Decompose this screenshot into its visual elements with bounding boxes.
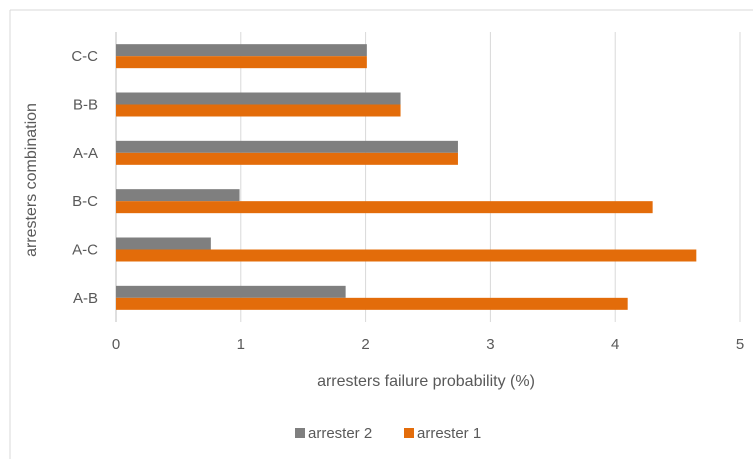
bar-arrester-1	[116, 201, 653, 214]
legend-label: arrester 1	[417, 425, 481, 442]
bar-arrester-2	[116, 44, 367, 57]
y-tick-label: B-B	[73, 97, 98, 114]
legend-swatch	[295, 428, 305, 438]
x-tick-label: 3	[486, 336, 494, 353]
y-tick-label: A-B	[73, 290, 98, 307]
bar-arrester-2	[116, 285, 346, 298]
y-tick-label: A-C	[72, 242, 98, 259]
tick-labels: 0 1 2 3 4 5 A-B A-C B-C A-A B-B C-C	[71, 48, 744, 353]
legend-swatch	[404, 428, 414, 438]
y-tick-label: B-C	[72, 193, 98, 210]
bar-arrester-2	[116, 140, 458, 153]
x-tick-label: 0	[112, 336, 120, 353]
y-tick-label: C-C	[71, 48, 98, 65]
bar-arrester-1	[116, 56, 367, 69]
bar-arrester-1	[116, 152, 458, 165]
legend: arrester 2 arrester 1	[295, 425, 481, 442]
y-axis-title: arresters combination	[23, 103, 40, 257]
y-tick-label: A-A	[73, 145, 98, 162]
x-tick-label: 5	[736, 336, 744, 353]
bar-arrester-1	[116, 297, 628, 310]
bar-arrester-2	[116, 189, 240, 202]
bar-arrester-2	[116, 92, 401, 105]
x-tick-label: 1	[237, 336, 245, 353]
gridlines	[115, 32, 741, 322]
x-axis-title: arresters failure probability (%)	[317, 373, 535, 390]
legend-label: arrester 2	[308, 425, 372, 442]
bars	[116, 44, 697, 310]
bar-arrester-2	[116, 237, 211, 250]
x-tick-label: 4	[611, 336, 619, 353]
x-tick-label: 2	[361, 336, 369, 353]
bar-arrester-1	[116, 104, 401, 117]
bar-arrester-1	[116, 249, 697, 262]
